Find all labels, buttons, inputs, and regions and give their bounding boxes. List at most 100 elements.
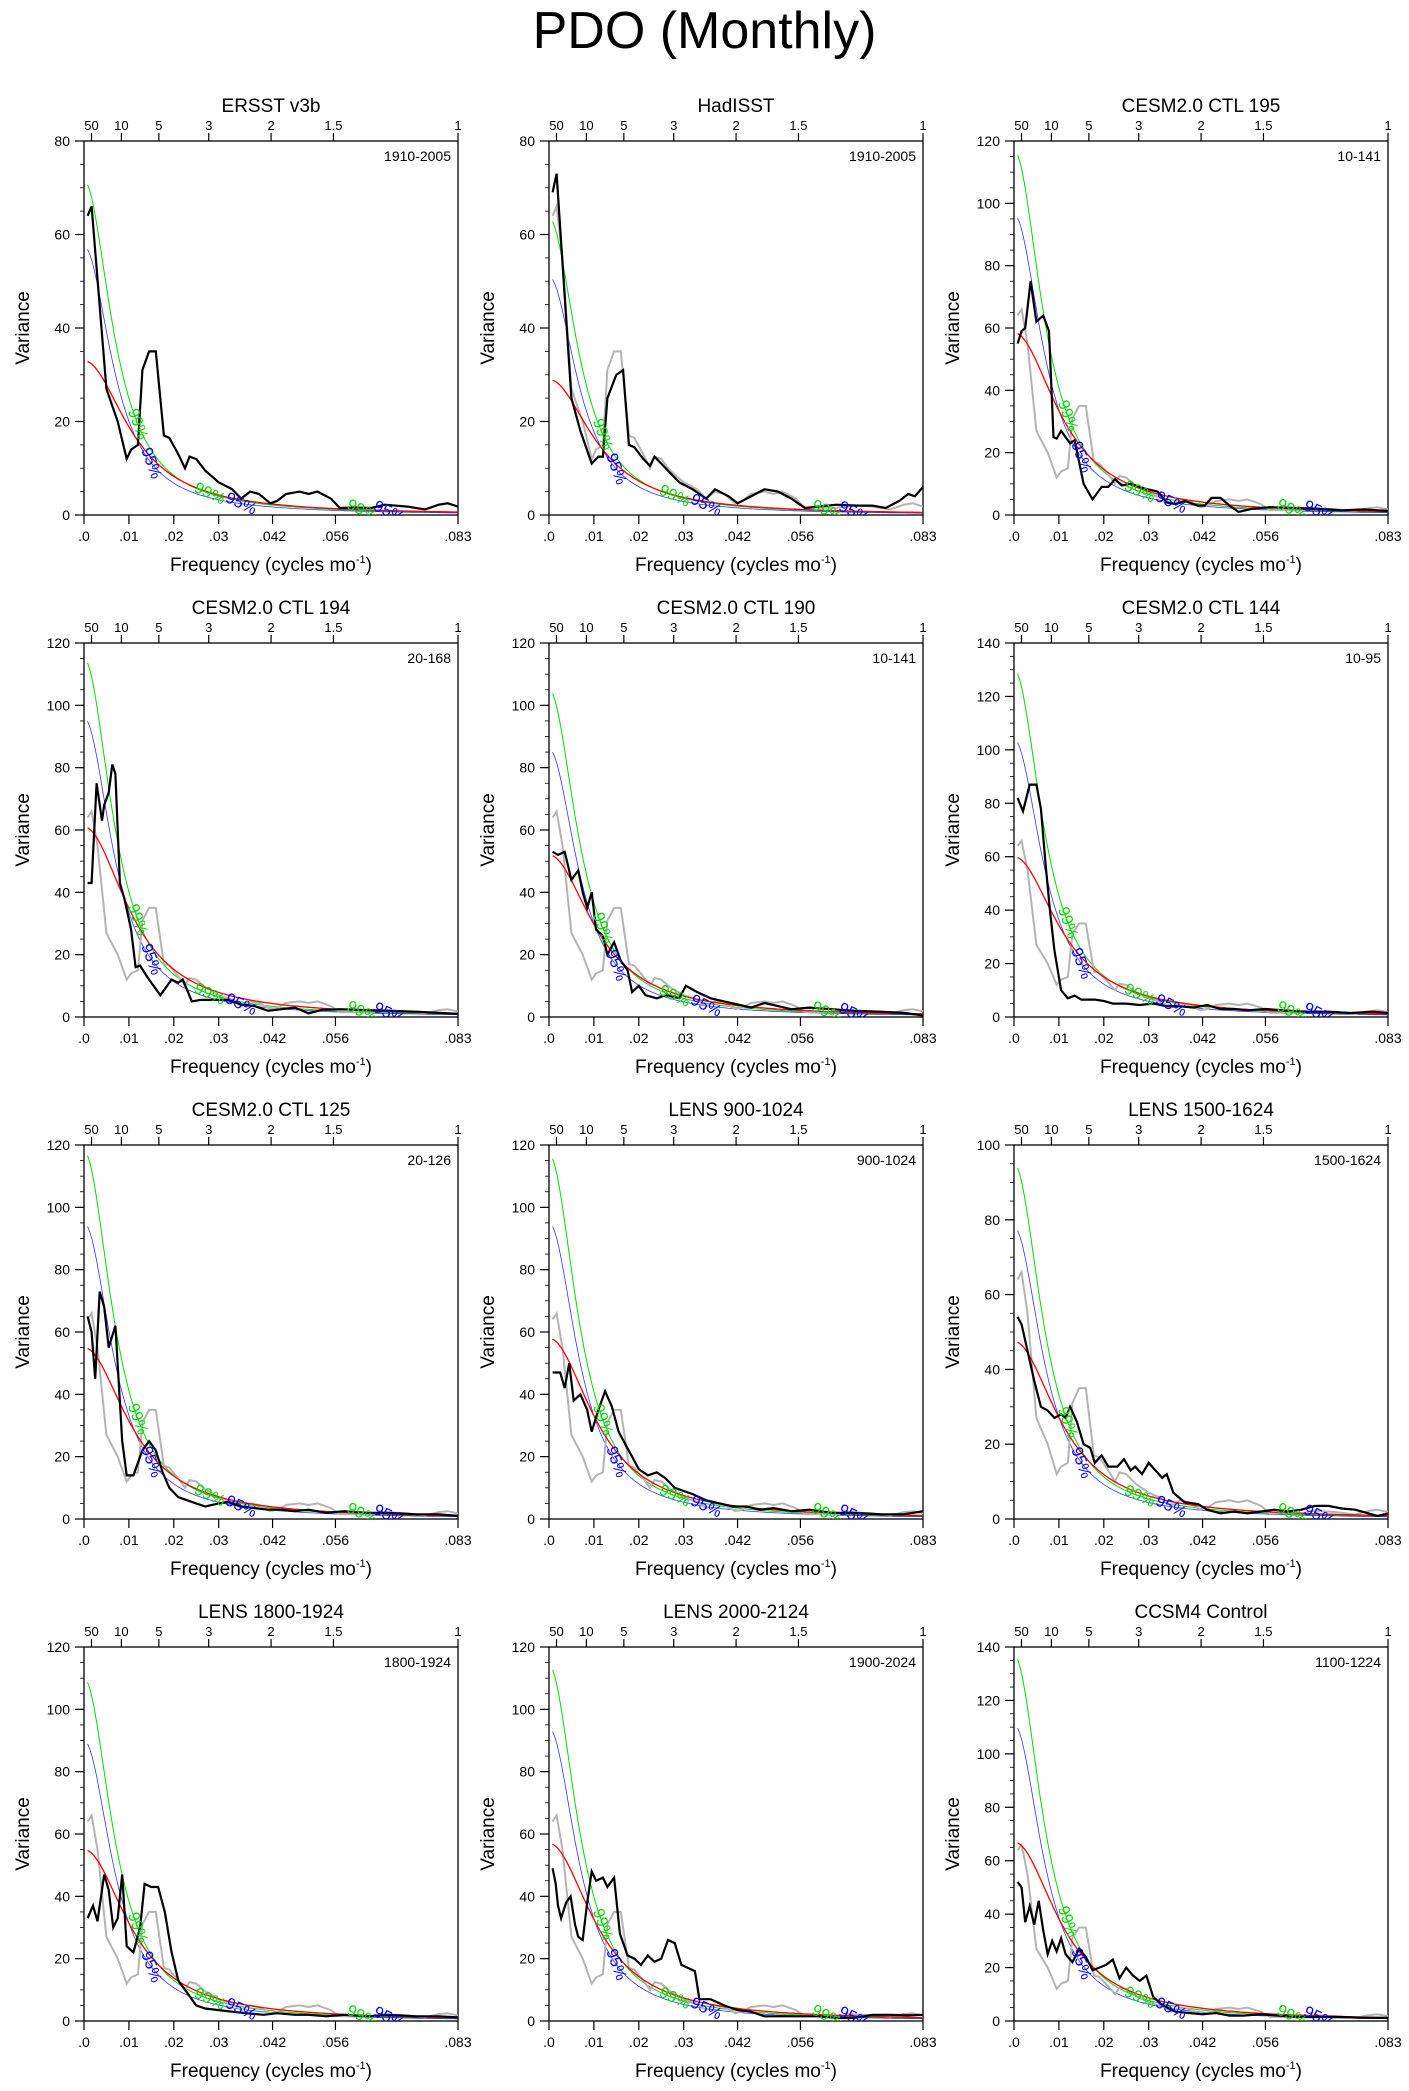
x-tick-label: .02 [1094,1532,1114,1548]
top-tick-label: 3 [670,620,677,635]
panel-9: LENS 1500-1624 1500-1624 0 20 40 60 80 100 Varia… [943,1100,1402,1580]
y-tick-label: 60 [519,227,535,243]
ci99-label: 99% [1121,478,1157,507]
ci99-label: 99% [589,1907,616,1943]
top-tick-label: 2 [1197,118,1204,133]
panel-11: LENS 2000-2124 1900-2024 0 20 40 60 80 100 120 Va… [478,1602,937,2082]
x-tick-label: .0 [1008,2034,1020,2050]
y-tick-label: 0 [62,2013,70,2029]
x-tick-label: .056 [787,528,814,544]
x-axis-label: Frequency (cycles mo-1) [635,1056,837,1078]
y-axis-label: Variance [13,1797,34,1871]
y-tick-label: 60 [54,227,70,243]
top-tick-label: 50 [1014,620,1028,635]
x-tick-label: .042 [724,1030,751,1046]
x-tick-label: .0 [543,1030,555,1046]
top-tick-label: 2 [267,620,274,635]
y-axis-label: Variance [943,1797,964,1871]
ci99-label: 99% [589,910,616,946]
x-tick-label: .03 [674,1532,694,1548]
plot-frame [83,140,459,516]
top-tick-label: 1.5 [789,620,807,635]
panel-title: HadISST [697,96,774,117]
y-tick-label: 80 [519,760,535,776]
panel-title: CCSM4 Control [1134,1602,1267,1623]
top-tick-label: 1 [1384,1122,1391,1137]
top-tick-label: 1 [454,620,461,635]
y-tick-label: 20 [54,1449,70,1465]
top-tick-label: 10 [114,1624,128,1639]
top-tick-label: 2 [732,1122,739,1137]
top-tick-label: 5 [620,1122,627,1137]
y-tick-label: 40 [519,1888,535,1904]
reference-spectrum [86,808,458,1015]
ci95-label: 95% [602,1444,629,1480]
y-tick-label: 100 [977,742,1001,758]
x-tick-label: .083 [1374,1030,1401,1046]
x-tick-label: .083 [444,1030,471,1046]
x-tick-label: .042 [259,528,286,544]
y-tick-label: 20 [519,1951,535,1967]
y-axis-label: Variance [478,291,499,365]
panel-title: CESM2.0 CTL 144 [1122,598,1281,619]
x-tick-label: .03 [209,2034,229,2050]
top-tick-label: 3 [1135,620,1142,635]
ci95-label: 95% [223,1995,259,2024]
x-tick-label: .01 [1049,1532,1069,1548]
top-tick-label: 2 [732,118,739,133]
x-tick-label: .083 [444,1532,471,1548]
top-tick-label: 3 [1135,1122,1142,1137]
plot-area: 99%99%99%95%95% 95% [86,1682,458,2024]
ci95-label: 95% [137,1949,164,1985]
y-tick-label: 20 [519,1449,535,1465]
y-tick-label: 100 [47,1701,71,1717]
y-tick-label: 100 [977,195,1001,211]
top-tick-label: 1 [919,118,926,133]
y-tick-label: 80 [984,1799,1000,1815]
spectrum-line [86,205,458,511]
plot-area: 99%99%99%95%95% 95% [86,184,458,515]
x-tick-label: .03 [1139,528,1159,544]
y-tick-label: 20 [519,947,535,963]
y-tick-label: 120 [512,1137,536,1153]
x-axis-label: Frequency (cycles mo-1) [1100,554,1302,576]
x-tick-label: .042 [1189,528,1216,544]
x-tick-label: .01 [1049,528,1069,544]
x-tick-label: .02 [164,1030,184,1046]
top-tick-label: 3 [205,1122,212,1137]
period-label: 10-95 [1345,650,1381,666]
top-tick-label: 1.5 [1254,118,1272,133]
spectrum-line [1016,281,1388,514]
x-tick-label: .03 [674,528,694,544]
y-tick-label: 100 [977,1746,1001,1762]
y-tick-label: 40 [54,320,70,336]
x-tick-label: .042 [724,528,751,544]
ci99-label: 99% [1121,1482,1157,1511]
y-tick-label: 20 [984,445,1000,461]
x-axis-label: Frequency (cycles mo-1) [635,1558,837,1580]
x-tick-label: .02 [629,1532,649,1548]
x-tick-label: .03 [674,1030,694,1046]
red-noise-curve [87,1849,458,2019]
x-tick-label: .01 [119,1030,139,1046]
x-tick-label: .083 [444,528,471,544]
x-tick-label: .03 [209,528,229,544]
y-tick-label: 140 [977,1639,1001,1655]
top-tick-label: 1 [1384,118,1391,133]
reference-spectrum [1016,1269,1388,1516]
x-tick-label: .042 [1189,1532,1216,1548]
y-tick-label: 40 [519,884,535,900]
top-tick-label: 10 [114,620,128,635]
ci95-label: 95% [602,948,629,984]
x-tick-label: .03 [1139,1532,1159,1548]
x-tick-label: .02 [1094,2034,1114,2050]
x-tick-label: .056 [322,2034,349,2050]
ci95-label: 95% [688,992,724,1021]
y-tick-label: 80 [519,133,535,149]
top-tick-label: 1.5 [1254,1624,1272,1639]
ci95-label: 95% [223,1492,259,1521]
y-tick-label: 120 [512,635,536,651]
y-axis-label: Variance [943,291,964,365]
x-axis-label: Frequency (cycles mo-1) [1100,2060,1302,2082]
x-tick-label: .056 [322,528,349,544]
